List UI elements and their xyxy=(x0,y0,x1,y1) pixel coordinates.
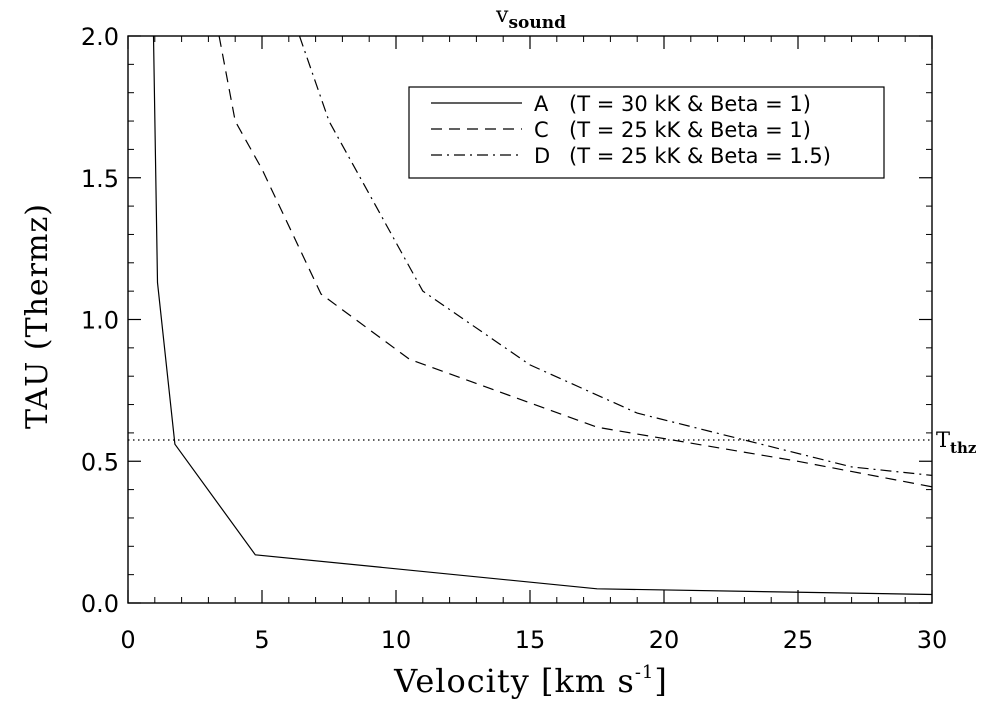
y-tick-label: 0.0 xyxy=(81,590,119,618)
x-tick-label: 0 xyxy=(120,626,135,654)
threshold-label: Tthz xyxy=(936,428,977,457)
series-lines xyxy=(152,36,932,596)
x-tick-label: 10 xyxy=(381,626,412,654)
legend-label-a: A xyxy=(534,92,549,116)
legend-box xyxy=(408,86,885,179)
x-axis-label-bracket: ] xyxy=(654,662,667,700)
top-label: vsound xyxy=(495,3,566,33)
y-tick-label: 0.5 xyxy=(81,448,119,476)
series-line-d xyxy=(298,36,932,476)
legend: A (T = 30 kK & Beta = 1) C (T = 25 kK & Bet… xyxy=(408,86,885,179)
legend-desc-d: (T = 25 kK & Beta = 1.5) xyxy=(569,144,831,168)
y-tick-label: 2.0 xyxy=(81,23,119,51)
x-axis-label-superscript: -1 xyxy=(635,662,655,683)
legend-entries: A (T = 30 kK & Beta = 1) C (T = 25 kK & Bet… xyxy=(431,92,831,168)
legend-label-c: C xyxy=(534,118,549,142)
y-tick-label: 1.0 xyxy=(81,307,119,335)
threshold: Tthz xyxy=(128,428,977,457)
x-tick-label: 25 xyxy=(783,626,814,654)
series-line-c xyxy=(218,36,932,488)
series-line-a xyxy=(152,36,932,596)
top-label-subscript: sound xyxy=(508,13,566,33)
legend-desc-a: (T = 30 kK & Beta = 1) xyxy=(569,92,811,116)
x-tick-label: 30 xyxy=(917,626,948,654)
x-tick-label: 15 xyxy=(515,626,546,654)
x-tick-label: 5 xyxy=(254,626,269,654)
plot-frame xyxy=(127,35,933,604)
y-tick-label: 1.5 xyxy=(81,165,119,193)
legend-desc-c: (T = 25 kK & Beta = 1) xyxy=(569,118,811,142)
threshold-label-subscript: thz xyxy=(950,439,977,457)
legend-label-d: D xyxy=(534,144,550,168)
x-axis-label: Velocity [km s-1] xyxy=(393,662,668,700)
x-tick-label: 20 xyxy=(649,626,680,654)
y-axis-label: TAU (Thermz) xyxy=(20,203,55,429)
